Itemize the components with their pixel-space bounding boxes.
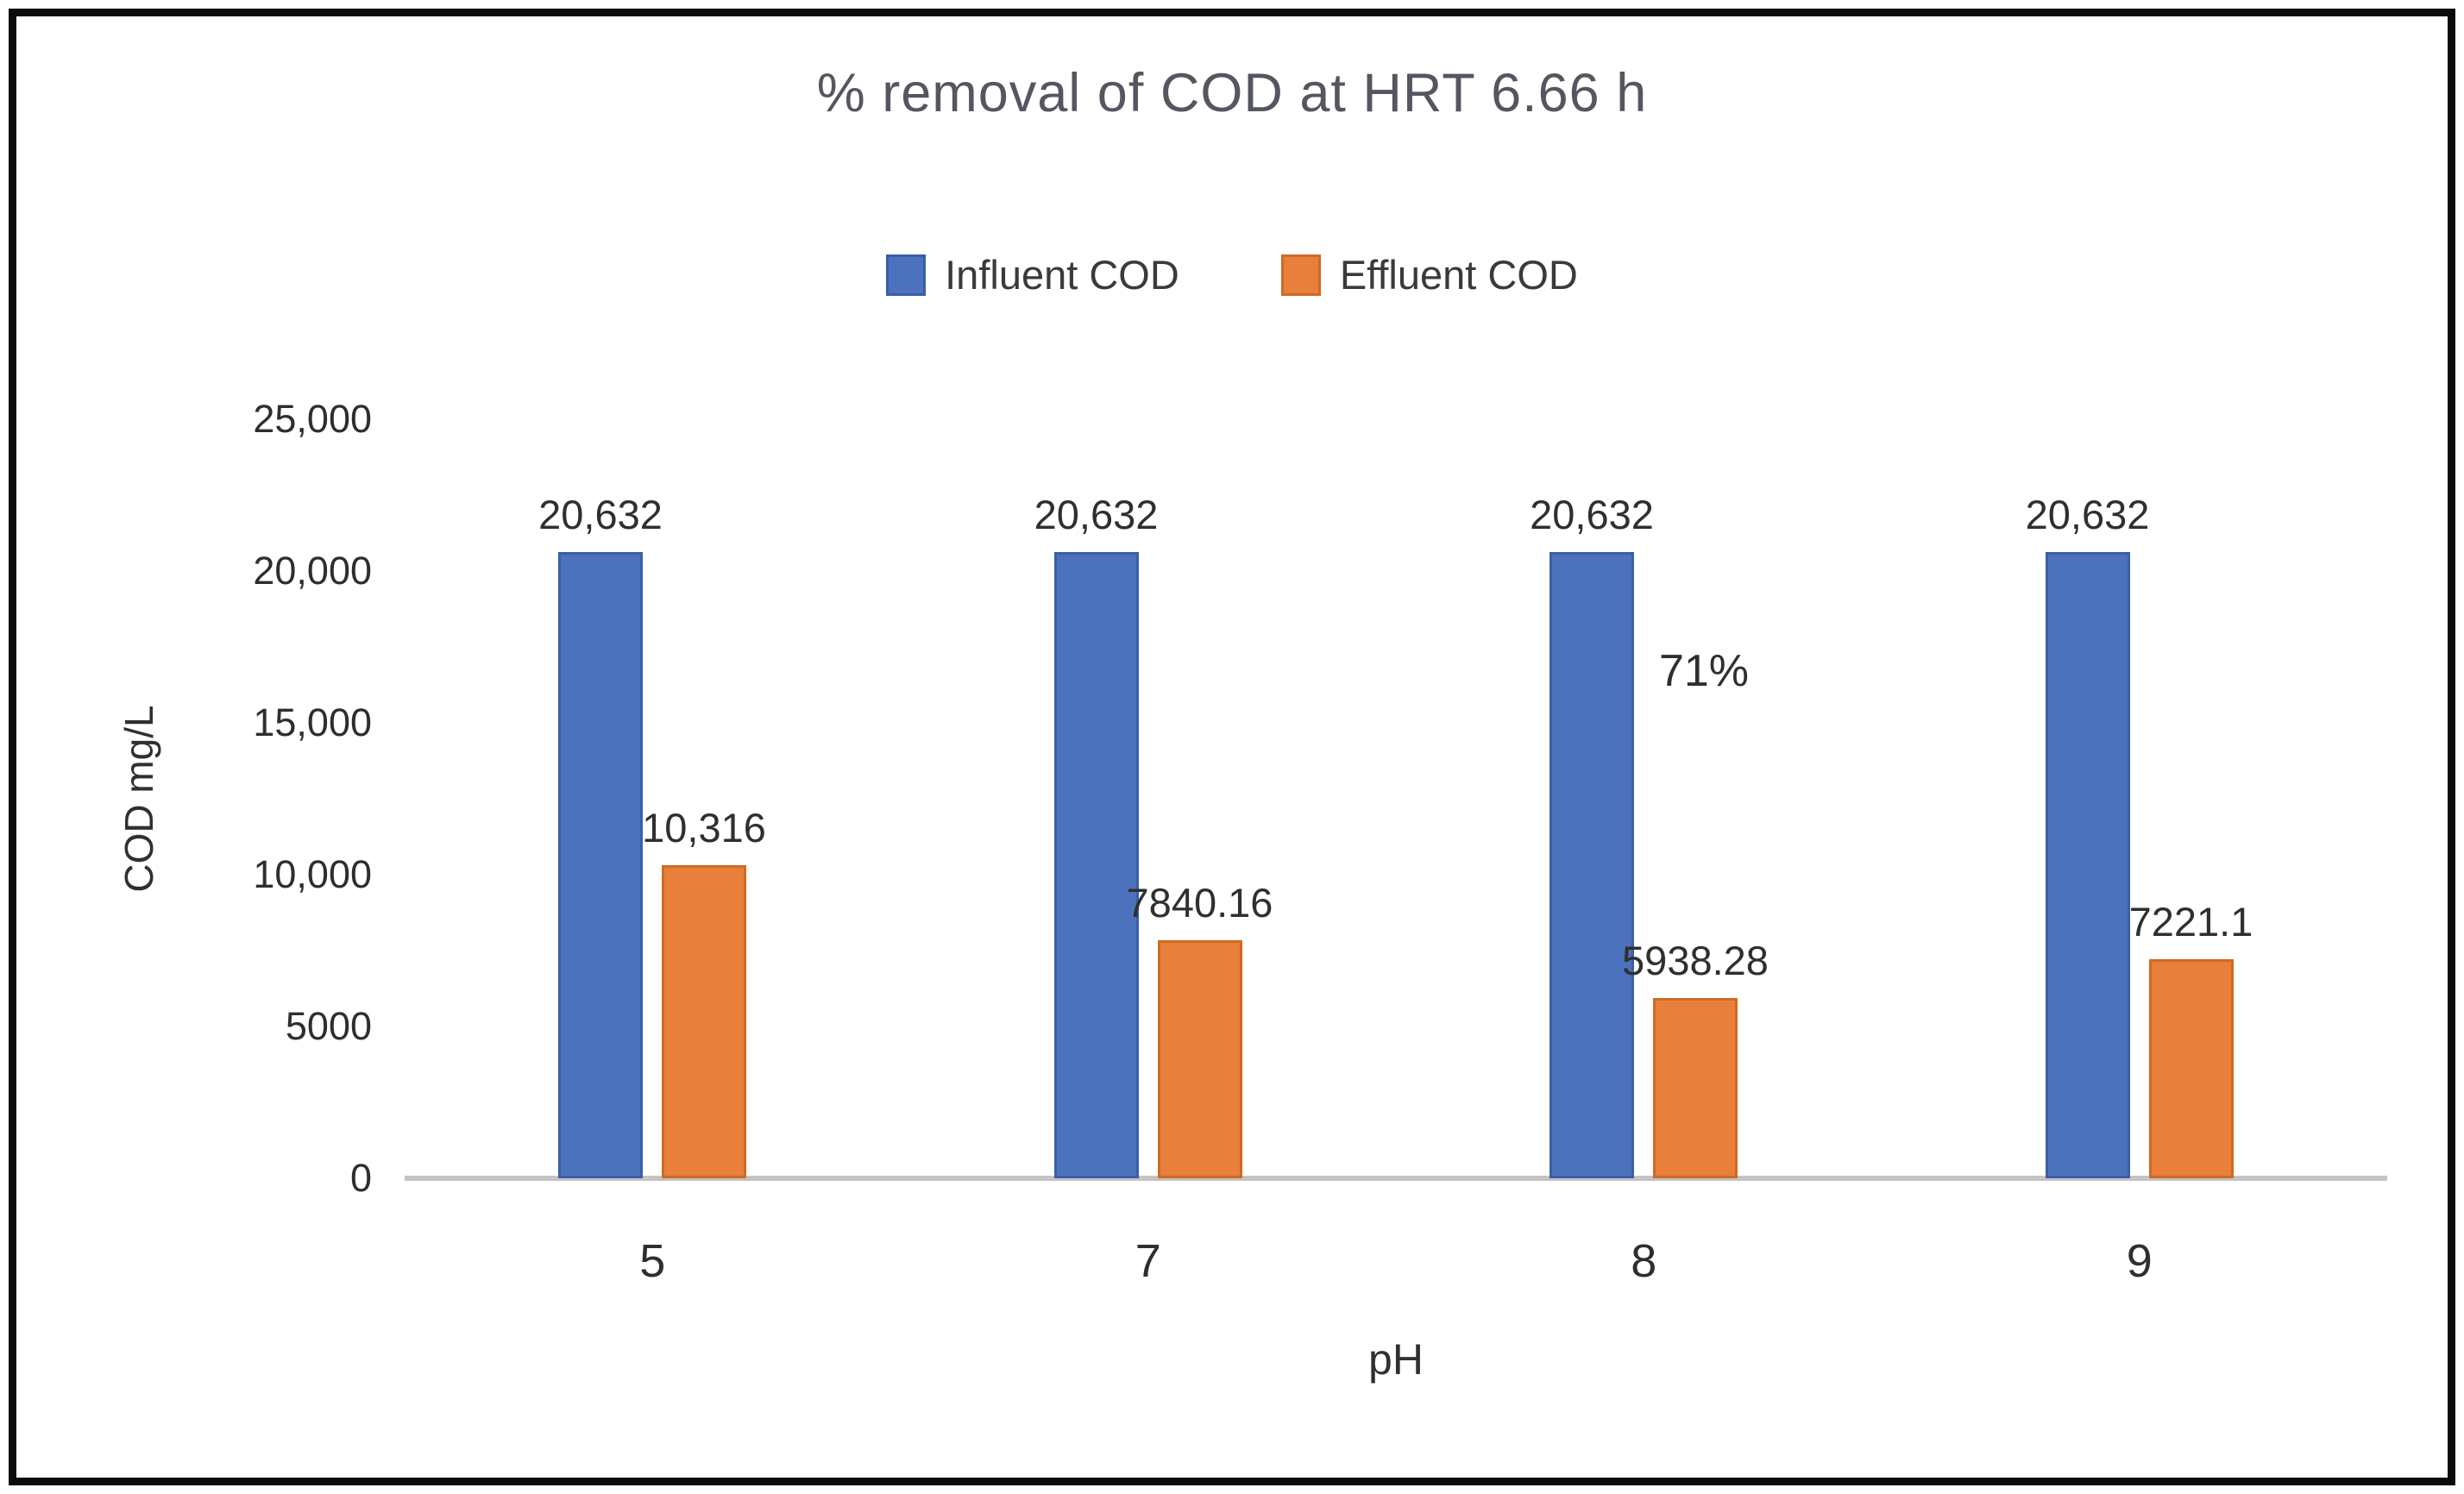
y-axis-tick-label: 25,000 (253, 397, 372, 441)
y-axis-tick-label: 20,000 (253, 549, 372, 593)
effluent-value-label: 7840.16 (1126, 880, 1273, 926)
influent-swatch-icon (886, 254, 927, 296)
legend-item-influent: Influent COD (886, 251, 1179, 298)
legend: Influent COD Effluent COD (16, 251, 2448, 298)
effluent-value-label: 10,316 (642, 804, 766, 851)
x-axis-tick-label: 9 (2126, 1235, 2153, 1287)
effluent-value-label: 7221.1 (2128, 898, 2253, 945)
x-axis-tick-label: 7 (1135, 1235, 1161, 1287)
plot-area: 20,632 10,316 5 20,632 7840.16 7 20,632 5938.28… (405, 419, 2388, 1287)
influent-bar (1549, 551, 1634, 1178)
chart-frame: % removal of COD at HRT 6.66 h Influent … (9, 9, 2455, 1485)
bar-group: 20,632 10,316 5 (405, 419, 901, 1287)
x-axis-line (405, 1176, 2387, 1181)
influent-bar (2045, 551, 2130, 1178)
removal-percentage-annotation: 71% (1658, 646, 1750, 696)
legend-label-influent: Influent COD (945, 252, 1179, 298)
x-axis-tick-label: 5 (639, 1235, 666, 1287)
chart-canvas: % removal of COD at HRT 6.66 h Influent … (16, 16, 2448, 1478)
effluent-swatch-icon (1280, 254, 1321, 296)
y-axis-tick-labels: 25,000 20,000 15,000 10,000 5000 0 (16, 397, 372, 1200)
influent-value-label: 20,632 (1530, 491, 1654, 537)
legend-item-effluent: Effluent COD (1280, 251, 1578, 298)
y-axis-tick-label: 5000 (285, 1004, 372, 1048)
effluent-bar (1157, 940, 1242, 1178)
effluent-bar (2148, 958, 2234, 1178)
influent-value-label: 20,632 (1034, 491, 1159, 537)
x-axis-tick-label: 8 (1631, 1235, 1657, 1287)
y-axis-tick-label: 15,000 (253, 700, 372, 744)
bar-group: 20,632 7221.1 9 (1892, 419, 2388, 1287)
legend-label-effluent: Effluent COD (1339, 252, 1578, 298)
bar-group: 20,632 7840.16 7 (901, 419, 1397, 1287)
influent-bar (558, 551, 643, 1178)
effluent-value-label: 5938.28 (1622, 937, 1769, 983)
y-axis-tick-label: 10,000 (253, 852, 372, 896)
x-axis-title: pH (1368, 1335, 1424, 1384)
y-axis-tick-label: 0 (349, 1156, 372, 1200)
chart-title: % removal of COD at HRT 6.66 h (816, 63, 1648, 123)
influent-value-label: 20,632 (538, 491, 663, 537)
bar-group: 20,632 5938.28 71% 8 (1396, 419, 1892, 1287)
effluent-bar (662, 864, 746, 1178)
effluent-bar (1653, 997, 1738, 1178)
influent-bar (1053, 551, 1139, 1178)
influent-value-label: 20,632 (2025, 491, 2150, 537)
